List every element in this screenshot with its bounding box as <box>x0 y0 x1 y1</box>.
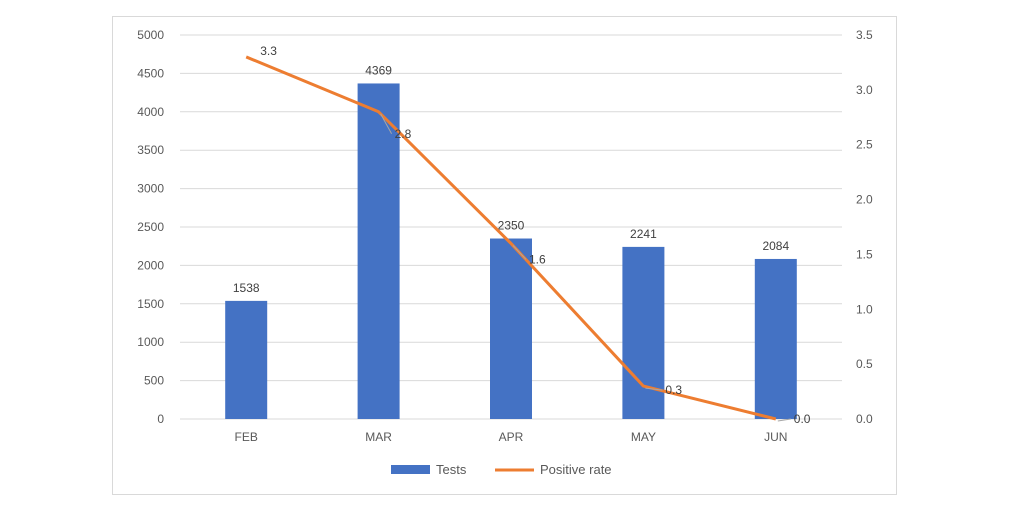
y-left-tick-label: 500 <box>144 374 164 388</box>
y-left-tick-label: 3500 <box>137 143 164 157</box>
bar-data-label: 2241 <box>630 227 657 241</box>
y-right-tick-label: 2.0 <box>856 193 873 207</box>
y-left-tick-label: 2500 <box>137 220 164 234</box>
bar-data-label: 4369 <box>365 63 392 77</box>
y-right-tick-label: 0.5 <box>856 357 873 371</box>
data-label-leader <box>380 113 393 135</box>
data-label-leader <box>512 245 527 260</box>
y-left-tick-label: 0 <box>157 412 164 426</box>
y-right-tick-label: 3.0 <box>856 83 873 97</box>
x-category-label: MAY <box>631 430 656 444</box>
y-left-tick-label: 4500 <box>137 66 164 80</box>
y-right-tick-label: 0.0 <box>856 412 873 426</box>
data-label-leader <box>645 387 663 391</box>
y-right-tick-label: 1.5 <box>856 247 873 261</box>
legend-label-tests: Tests <box>436 462 467 477</box>
y-left-tick-label: 4000 <box>137 105 164 119</box>
y-left-tick-label: 2000 <box>137 258 164 272</box>
line-data-label: 3.3 <box>260 44 277 58</box>
y-left-tick-label: 1500 <box>137 297 164 311</box>
bar-data-label: 1538 <box>233 281 260 295</box>
y-right-tick-label: 2.5 <box>856 138 873 152</box>
bar-data-label: 2084 <box>762 239 789 253</box>
bar-data-label: 2350 <box>498 219 525 233</box>
x-category-label: MAR <box>365 430 392 444</box>
x-category-label: APR <box>499 430 524 444</box>
bar-tests <box>754 258 797 419</box>
y-left-tick-label: 1000 <box>137 335 164 349</box>
y-right-tick-label: 3.5 <box>856 28 873 42</box>
line-positive-rate <box>245 55 777 421</box>
x-category-label: FEB <box>235 430 258 444</box>
bar-tests <box>357 83 400 419</box>
bar-tests <box>225 300 268 419</box>
bar-tests <box>490 238 532 419</box>
y-right-tick-label: 1.0 <box>856 302 873 316</box>
line-data-label: 0.3 <box>665 383 682 397</box>
legend-label-positive-rate: Positive rate <box>540 462 612 477</box>
line-data-label: 2.8 <box>395 127 412 141</box>
line-data-label: 1.6 <box>529 252 546 266</box>
y-left-tick-label: 3000 <box>137 182 164 196</box>
y-left-tick-label: 5000 <box>137 28 164 42</box>
x-category-label: JUN <box>764 430 787 444</box>
data-label-leader <box>777 418 791 422</box>
bar-tests <box>622 246 665 419</box>
line-data-label: 0.0 <box>794 412 811 426</box>
legend-swatch-tests <box>391 465 430 474</box>
